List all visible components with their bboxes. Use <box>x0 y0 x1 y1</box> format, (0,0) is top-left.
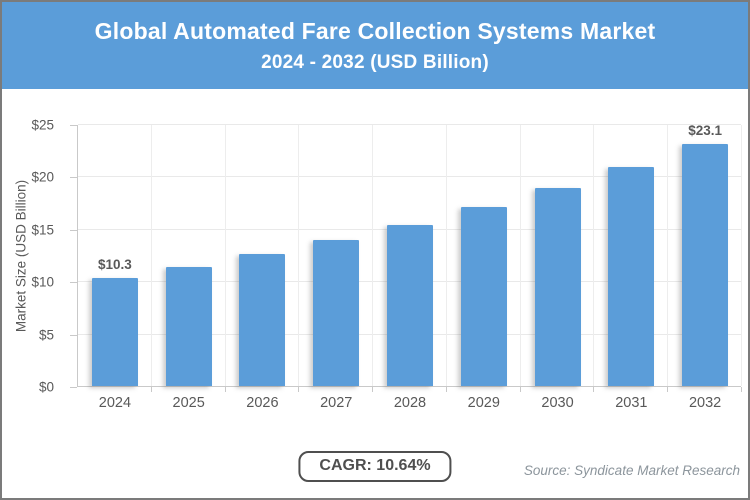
x-axis-label-2029: 2029 <box>467 395 500 411</box>
bar-2030 <box>534 187 581 386</box>
plot-area: $0 $5 $10 $15 $20 $25 $10.3 2024 2025 2026 2027 202… <box>31 118 742 411</box>
y-axis-tick <box>70 177 77 179</box>
x-axis-tick <box>445 387 447 392</box>
x-axis-tick <box>298 387 300 392</box>
x-axis-label-2028: 2028 <box>393 395 427 411</box>
gridline-vertical <box>298 125 300 386</box>
y-axis-tick-label: $25 <box>31 117 54 133</box>
y-axis-tick <box>70 229 77 231</box>
x-axis-tick <box>741 387 742 392</box>
x-axis-tick <box>667 387 669 392</box>
gridline-vertical <box>593 125 595 386</box>
bar-2032 <box>682 143 729 386</box>
gridline-vertical <box>445 125 447 386</box>
x-axis-tick <box>372 387 374 392</box>
bar-2028 <box>387 224 433 386</box>
x-axis-label-2024: 2024 <box>98 395 132 411</box>
y-axis-tick <box>70 334 77 336</box>
bar-2024 <box>91 278 138 386</box>
y-axis-tick <box>70 125 77 126</box>
bar-2027 <box>313 240 360 386</box>
y-axis-tick-label: $5 <box>38 327 54 343</box>
chart-subtitle: 2024 - 2032 (USD Billion) <box>261 51 489 73</box>
source-credit: Source: Syndicate Market Research <box>523 463 740 478</box>
gridline-vertical <box>372 125 374 386</box>
x-axis-label-2031: 2031 <box>615 395 648 411</box>
x-axis-label-2027: 2027 <box>320 395 353 411</box>
y-axis-tick-label: $10 <box>31 274 54 290</box>
bar-2031 <box>608 166 655 386</box>
x-axis-label-2025: 2025 <box>172 395 205 411</box>
y-axis-tick-label: $20 <box>31 169 54 185</box>
bar-2029 <box>460 206 507 386</box>
x-axis-label-2032: 2032 <box>688 395 722 411</box>
gridline-vertical <box>519 125 521 386</box>
gridline-vertical <box>741 125 742 386</box>
bar-value-label-2024: $10.3 <box>97 257 132 273</box>
bar-value-label-2032: $23.1 <box>688 122 722 138</box>
chart-title: Global Automated Fare Collection Systems… <box>94 17 656 44</box>
x-axis-tick <box>224 387 226 392</box>
y-axis-tick <box>70 387 77 388</box>
bar-2026 <box>239 253 286 386</box>
gridline-vertical <box>150 125 152 386</box>
x-axis-tick <box>150 387 152 392</box>
gridline-horizontal <box>78 124 741 125</box>
y-axis-tick-label: $15 <box>31 222 54 238</box>
x-axis-tick <box>593 387 595 392</box>
gridline-horizontal <box>78 176 741 178</box>
bar-2025 <box>165 266 212 386</box>
y-axis-title: Market Size (USD Billion) <box>13 179 29 333</box>
y-axis-tick-label: $0 <box>38 379 54 395</box>
x-axis-label-2026: 2026 <box>246 395 279 411</box>
cagr-badge: CAGR: 10.64% <box>298 451 452 482</box>
y-axis-tick <box>70 282 77 284</box>
gridline-vertical <box>667 125 669 386</box>
chart-header: Global Automated Fare Collection Systems… <box>2 2 748 89</box>
x-axis-label-2030: 2030 <box>541 395 574 411</box>
x-axis-tick <box>519 387 521 392</box>
gridline-vertical <box>224 125 226 386</box>
